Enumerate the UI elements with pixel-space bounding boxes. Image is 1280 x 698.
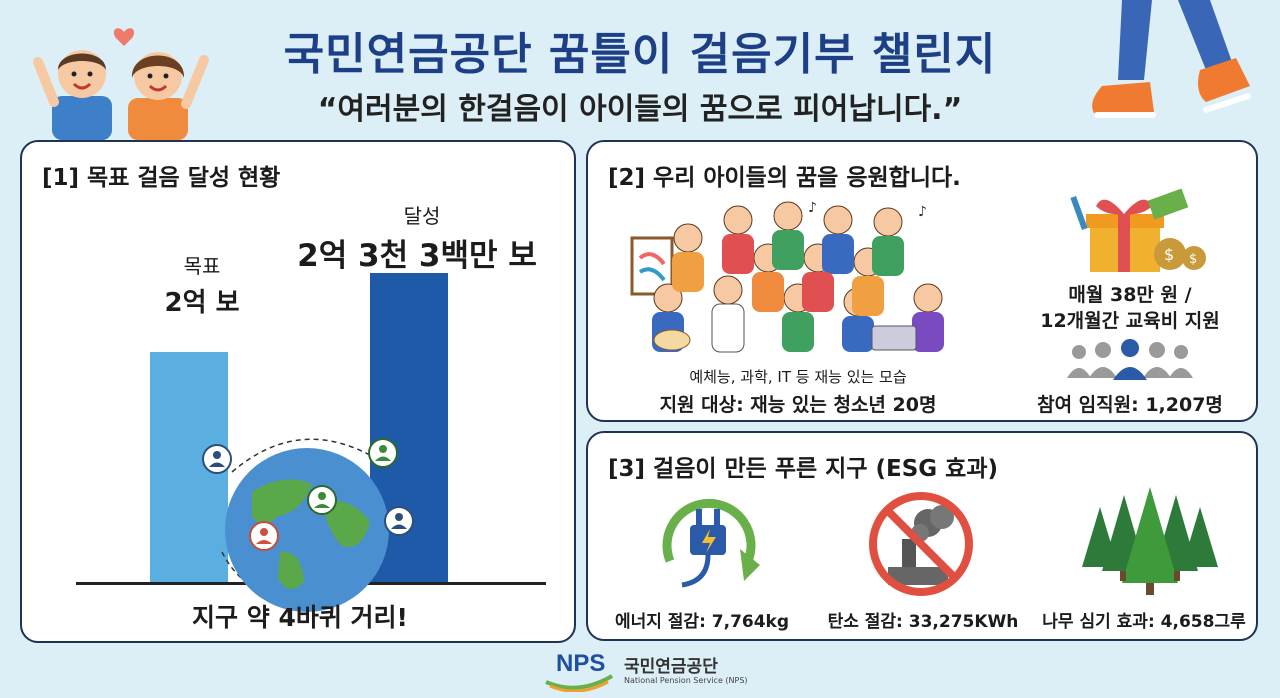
section-title-support: [2] 우리 아이들의 꿈을 응원합니다. bbox=[608, 165, 961, 191]
gift-money-icon: $ $ bbox=[1070, 188, 1206, 272]
svg-text:$: $ bbox=[1164, 245, 1174, 264]
achieved-value: 2억 3천 3백만 보 bbox=[297, 238, 537, 274]
page-title: 국민연금공단 꿈틀이 걸음기부 챌린지 bbox=[283, 29, 997, 80]
tree-planting-effect: 나무 심기 효과: 4,658그루 bbox=[1042, 612, 1246, 632]
support-panel: [2] 우리 아이들의 꿈을 응원합니다. bbox=[586, 140, 1258, 422]
distance-caption: 지구 약 4바퀴 거리! bbox=[192, 603, 408, 632]
goal-status-panel: [1] 목표 걸음 달성 현황 목표 2억 보 달성 2억 3천 3백만 보 지… bbox=[20, 140, 576, 643]
person-icon bbox=[384, 506, 414, 536]
section-title-esg: [3] 걸음이 만든 푸른 지구 (ESG 효과) bbox=[608, 456, 999, 482]
energy-saving: 에너지 절감: 7,764kg bbox=[614, 612, 790, 632]
org-name: 국민연금공단 bbox=[624, 657, 718, 677]
goal-value: 2억 보 bbox=[164, 288, 240, 318]
person-icon bbox=[368, 438, 398, 468]
nps-logo-text: NPS bbox=[556, 650, 606, 677]
globe-icon bbox=[221, 438, 389, 612]
svg-text:♪: ♪ bbox=[808, 200, 817, 216]
talented-youth-illustration: ♪ ♪ bbox=[630, 200, 944, 353]
page-subtitle: “여러분의 한걸음이 아이들의 꿈으로 피어납니다.” bbox=[317, 92, 963, 127]
no-carbon-icon bbox=[869, 492, 973, 596]
goal-label: 목표 bbox=[183, 254, 221, 278]
header: 국민연금공단 꿈틀이 걸음기부 챌린지 “여러분의 한걸음이 아이들의 꿈으로 … bbox=[0, 0, 1280, 140]
walking-legs-illustration bbox=[1092, 0, 1251, 118]
carbon-saving: 탄소 절감: 33,275KWh bbox=[827, 612, 1019, 632]
energy-plug-icon bbox=[662, 498, 760, 588]
person-icon bbox=[202, 444, 232, 474]
footer: NPS 국민연금공단 National Pension Service (NPS… bbox=[0, 648, 1280, 698]
section-title-goal-status: [1] 목표 걸음 달성 현황 bbox=[42, 165, 281, 191]
waving-kids-illustration bbox=[33, 28, 209, 140]
org-name-en: National Pension Service (NPS) bbox=[624, 676, 748, 685]
esg-panel: [3] 걸음이 만든 푸른 지구 (ESG 효과) 에너지 절감: 7,764k… bbox=[586, 431, 1258, 641]
achieved-label: 달성 bbox=[403, 204, 441, 228]
nps-logo-swoosh-icon bbox=[545, 674, 614, 692]
svg-text:$: $ bbox=[1189, 252, 1197, 267]
group-people-icon bbox=[1067, 339, 1193, 380]
participants-count: 참여 임직원: 1,207명 bbox=[1037, 394, 1223, 416]
trees-icon bbox=[1082, 487, 1218, 595]
support-period: 12개월간 교육비 지원 bbox=[1040, 310, 1220, 332]
support-target: 지원 대상: 재능 있는 청소년 20명 bbox=[659, 394, 937, 416]
support-amount: 매월 38만 원 / bbox=[1068, 284, 1192, 306]
image-caption: 예체능, 과학, IT 등 재능 있는 모습 bbox=[689, 368, 907, 386]
svg-text:♪: ♪ bbox=[918, 204, 927, 220]
